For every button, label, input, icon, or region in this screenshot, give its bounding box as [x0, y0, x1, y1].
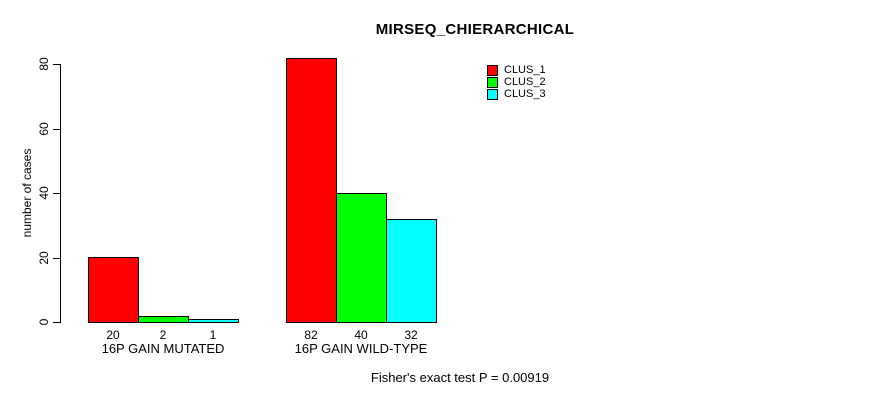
y-axis-tick: [53, 193, 60, 194]
bar-clus_1-group2: [286, 58, 337, 323]
x-category-label: 16P GAIN MUTATED: [101, 341, 225, 356]
legend-swatch: [487, 64, 498, 76]
y-axis-tick-label: 80: [37, 57, 51, 71]
legend-item: CLUS_1: [487, 64, 546, 76]
y-axis-tick-label: 40: [37, 186, 51, 200]
y-axis-tick: [53, 64, 60, 65]
legend-label: CLUS_3: [504, 88, 546, 100]
legend: CLUS_1 CLUS_2 CLUS_3: [487, 64, 546, 100]
bar-clus_3-group2: [386, 219, 437, 323]
legend-item: CLUS_3: [487, 88, 546, 100]
legend-swatch: [487, 76, 498, 88]
bar-clus_2-group2: [336, 193, 387, 323]
y-axis-tick-label: 60: [37, 122, 51, 136]
bar-clus_2-group1: [138, 316, 189, 323]
y-axis-tick: [53, 258, 60, 259]
y-axis-tick: [53, 322, 60, 323]
legend-item: CLUS_2: [487, 76, 546, 88]
fisher-test-annotation: Fisher's exact test P = 0.00919: [370, 370, 550, 385]
bar-value-label: 1: [209, 328, 217, 342]
x-category-label: 16P GAIN WILD-TYPE: [294, 341, 428, 356]
bar-value-label: 32: [404, 328, 418, 342]
bar-clus_3-group1: [188, 319, 239, 323]
y-axis-tick-label: 0: [37, 318, 51, 326]
legend-swatch: [487, 88, 498, 100]
bar-value-label: 2: [159, 328, 167, 342]
legend-label: CLUS_2: [504, 76, 546, 88]
bar-value-label: 20: [106, 328, 120, 342]
y-axis-tick: [53, 129, 60, 130]
chart-title: MIRSEQ_CHIERARCHICAL: [375, 21, 575, 38]
legend-label: CLUS_1: [504, 64, 546, 76]
bar-value-label: 82: [304, 328, 318, 342]
y-axis-tick-label: 20: [37, 251, 51, 265]
bar-clus_1-group1: [88, 257, 139, 323]
bar-value-label: 40: [354, 328, 368, 342]
y-axis-line: [60, 64, 61, 323]
